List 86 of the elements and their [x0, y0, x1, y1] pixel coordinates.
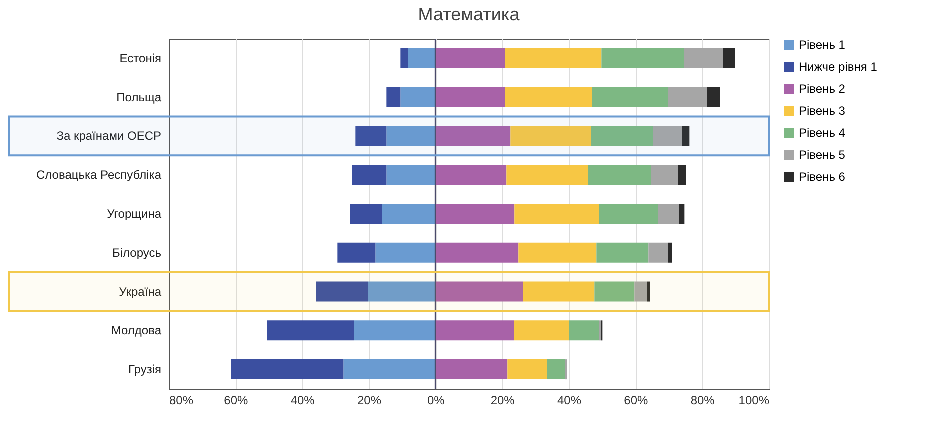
bar — [352, 165, 387, 186]
bar — [350, 204, 382, 224]
bar — [510, 126, 592, 146]
y-tick-label: Словацька Республіка — [36, 168, 162, 182]
bar — [679, 204, 685, 224]
bar — [547, 360, 565, 380]
y-tick-label: Молдова — [111, 324, 162, 338]
y-tick-label: Угорщина — [107, 207, 162, 221]
x-tick-label: 80% — [170, 394, 194, 408]
y-tick-label: За країнами ОЕСР — [56, 129, 162, 144]
bar — [436, 282, 524, 302]
bar — [376, 242, 436, 263]
bar — [591, 126, 654, 146]
y-tick-label: Естонія — [120, 51, 162, 66]
bar — [648, 242, 668, 263]
bar — [408, 48, 436, 68]
bar — [682, 126, 690, 146]
y-tick-label: Україна — [119, 284, 162, 299]
bar — [356, 126, 387, 146]
bar — [634, 282, 647, 302]
x-tick-label: 60% — [224, 394, 248, 408]
bar — [569, 320, 599, 341]
x-tick-label: 40% — [557, 394, 582, 408]
x-tick-label: 80% — [690, 394, 716, 408]
bar — [436, 48, 505, 68]
bar — [436, 87, 505, 108]
bar — [668, 87, 707, 108]
legend-label: Рівень 1 — [799, 38, 846, 52]
chart-title: Математика — [418, 4, 521, 24]
x-tick-label: 60% — [624, 394, 648, 408]
bar — [506, 165, 588, 186]
bar — [723, 48, 736, 68]
bar — [436, 360, 508, 380]
bar — [386, 165, 436, 186]
bar — [368, 282, 436, 302]
bar — [316, 282, 368, 302]
bar — [354, 320, 436, 341]
bar — [678, 165, 686, 186]
x-tick-label: 40% — [290, 394, 316, 408]
bar — [231, 360, 344, 380]
x-tick-label: 20% — [490, 394, 516, 408]
bar — [386, 87, 401, 108]
bar — [653, 126, 682, 146]
x-tick-label: 0% — [427, 394, 446, 408]
bar — [684, 48, 723, 68]
bar — [596, 242, 649, 263]
bar — [658, 204, 680, 224]
bar — [505, 87, 592, 108]
bar — [651, 165, 678, 186]
bar — [344, 360, 436, 380]
bar — [386, 126, 436, 146]
y-tick-label: Польща — [116, 90, 162, 104]
bar — [382, 204, 436, 224]
bar — [594, 282, 635, 302]
bar — [436, 242, 519, 263]
legend-label: Нижче рівня 1 — [799, 60, 878, 74]
legend-label: Рівень 3 — [799, 104, 846, 118]
x-tick-label: 20% — [357, 394, 382, 408]
bar — [599, 204, 658, 224]
bar — [602, 48, 684, 68]
bar — [592, 87, 668, 108]
y-tick-label: Грузія — [128, 362, 162, 377]
bar — [514, 204, 600, 224]
bar — [707, 87, 720, 108]
legend-label: Рівень 5 — [799, 148, 846, 162]
bar — [400, 87, 436, 108]
bar — [508, 360, 548, 380]
bar — [668, 242, 672, 263]
bar — [436, 126, 511, 146]
bar — [436, 320, 514, 341]
bar — [588, 165, 651, 186]
legend-label: Рівень 6 — [799, 170, 846, 184]
bar — [436, 165, 507, 186]
bar — [514, 320, 569, 341]
bar — [400, 48, 408, 68]
bar — [523, 282, 595, 302]
bar — [518, 242, 597, 263]
legend-label: Рівень 2 — [799, 82, 846, 96]
bar — [647, 282, 650, 302]
x-tick-label: 100% — [738, 394, 770, 408]
bar — [505, 48, 602, 68]
bar — [267, 320, 354, 341]
bar — [338, 242, 376, 263]
bar — [436, 204, 515, 224]
y-tick-label: Білорусь — [112, 246, 162, 260]
legend-label: Рівень 4 — [799, 126, 846, 140]
